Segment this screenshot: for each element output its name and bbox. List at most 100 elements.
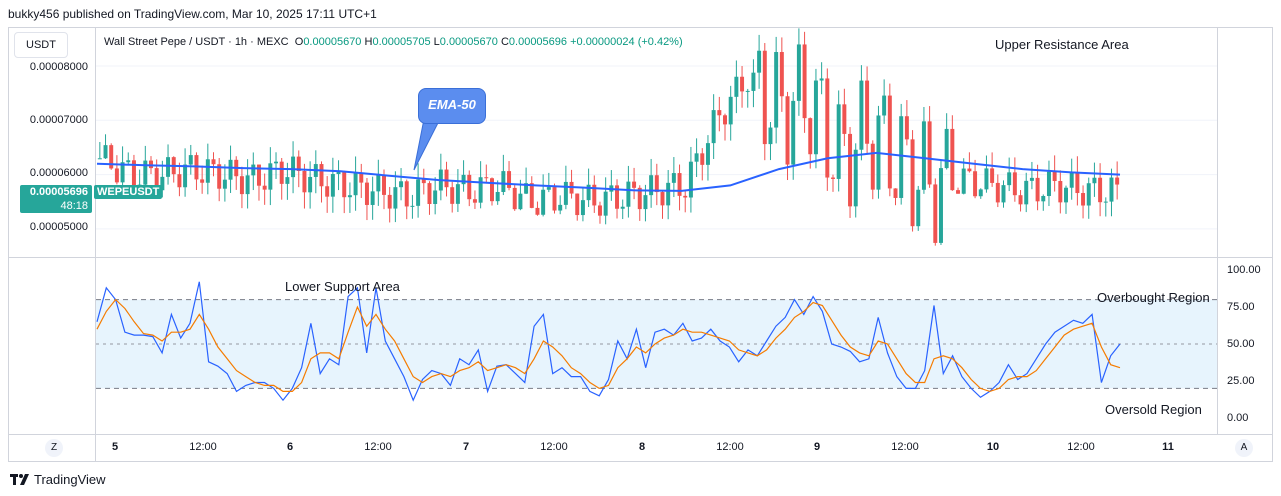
candle-body [1092, 177, 1097, 184]
candle-body [1086, 183, 1091, 206]
candle-body [796, 44, 801, 101]
symbol-name: Wall Street Pepe / USDT · 1h · MEXC [104, 36, 289, 48]
time-axis-label: 7 [462, 441, 470, 453]
price-axis-label: 0.00007000 [29, 114, 88, 126]
candle-body [808, 118, 813, 155]
candle-body [217, 164, 222, 189]
candle-body [484, 177, 489, 179]
candle-body [376, 174, 381, 192]
candle-body [910, 139, 915, 227]
candle-body [558, 204, 563, 211]
candle-body [1035, 177, 1040, 202]
candle-body [1109, 177, 1114, 202]
symbol-legend[interactable]: Wall Street Pepe / USDT · 1h · MEXC O 0.0… [104, 36, 683, 48]
candle-body [461, 174, 466, 185]
chart-frame [8, 27, 1273, 462]
candle-body [597, 205, 602, 216]
candle-body [370, 191, 375, 205]
candle-body [660, 192, 665, 206]
candle-body [995, 182, 1000, 203]
candle-body [149, 160, 153, 169]
candle-body [177, 174, 182, 188]
candle-body [103, 145, 108, 159]
candle-body [762, 50, 767, 145]
bar-countdown: 48:18 [60, 200, 88, 212]
candle-body [603, 191, 608, 216]
open-label: O [294, 36, 304, 48]
candle-body [865, 80, 870, 144]
candle-body [785, 96, 790, 165]
ticker-badge: WEPEUSDT [94, 185, 163, 199]
candle-body [188, 155, 193, 165]
candle-body [1115, 177, 1120, 185]
candle-body [285, 177, 290, 184]
right-axis-divider [1217, 27, 1218, 435]
candle-body [836, 104, 841, 179]
candle-body [1018, 195, 1023, 205]
ema-callout: EMA-50 [418, 88, 486, 124]
candle-body [1024, 180, 1029, 205]
candle-body [518, 193, 523, 210]
candle-body [615, 185, 620, 209]
candle-body [120, 162, 125, 183]
candle-body [1001, 185, 1006, 203]
candle-body [694, 153, 699, 162]
candle-body [723, 115, 727, 125]
rsi-axis-label: 50.00 [1227, 338, 1255, 350]
high-value: 0.00005705 [372, 36, 431, 48]
candle-body [200, 179, 205, 183]
zoom-button[interactable]: Z [45, 439, 63, 457]
time-axis-label: 10 [986, 441, 1000, 453]
candle-body [916, 189, 921, 227]
candle-body [211, 159, 216, 165]
candle-body [779, 52, 784, 97]
candle-body [433, 190, 438, 205]
candle-body [643, 195, 648, 210]
rsi-axis-label: 75.00 [1227, 301, 1255, 313]
auto-scale-button[interactable]: A [1235, 439, 1253, 457]
candle-body [791, 100, 796, 165]
candle-body [978, 189, 983, 197]
candle-body [728, 96, 733, 125]
candle-body [245, 175, 250, 195]
candle-body [114, 168, 119, 183]
tradingview-logo[interactable]: TradingView [10, 472, 106, 487]
candle-body [1058, 181, 1063, 203]
time-axis-label: 12:00 [1067, 441, 1095, 453]
publisher-line: bukky456 published on TradingView.com, M… [8, 7, 377, 21]
candle-body [967, 168, 972, 172]
currency-button[interactable]: USDT [14, 32, 68, 58]
candle-body [450, 187, 455, 204]
candle-body [683, 195, 688, 198]
candle-body [546, 187, 551, 190]
low-value: 0.00005670 [439, 36, 498, 48]
candle-body [1007, 172, 1012, 186]
candle-body [768, 127, 773, 145]
candle-body [859, 80, 864, 150]
candle-body [97, 158, 102, 160]
oversold-label: Oversold Region [1105, 402, 1202, 417]
candle-body [1064, 187, 1068, 203]
rsi-line [96, 281, 1121, 402]
candle-body [302, 170, 307, 193]
time-axis-label: 8 [638, 441, 646, 453]
candle-body [882, 95, 887, 116]
ema50-line [96, 151, 1121, 192]
candle-body [262, 185, 267, 190]
candle-body [654, 175, 659, 193]
candle-body [1046, 171, 1051, 197]
candle-body [592, 184, 597, 206]
lower-support-label: Lower Support Area [285, 279, 400, 294]
candle-body [575, 193, 580, 216]
candle-body [887, 95, 892, 189]
time-axis-label: 6 [286, 441, 294, 453]
candle-body [893, 188, 898, 198]
pane-divider [8, 257, 1273, 258]
candle-body [711, 110, 716, 144]
candle-body [325, 186, 330, 197]
candle-body [717, 110, 722, 116]
candle-body [734, 76, 739, 97]
candle-body [256, 164, 261, 186]
candle-body [507, 171, 512, 188]
